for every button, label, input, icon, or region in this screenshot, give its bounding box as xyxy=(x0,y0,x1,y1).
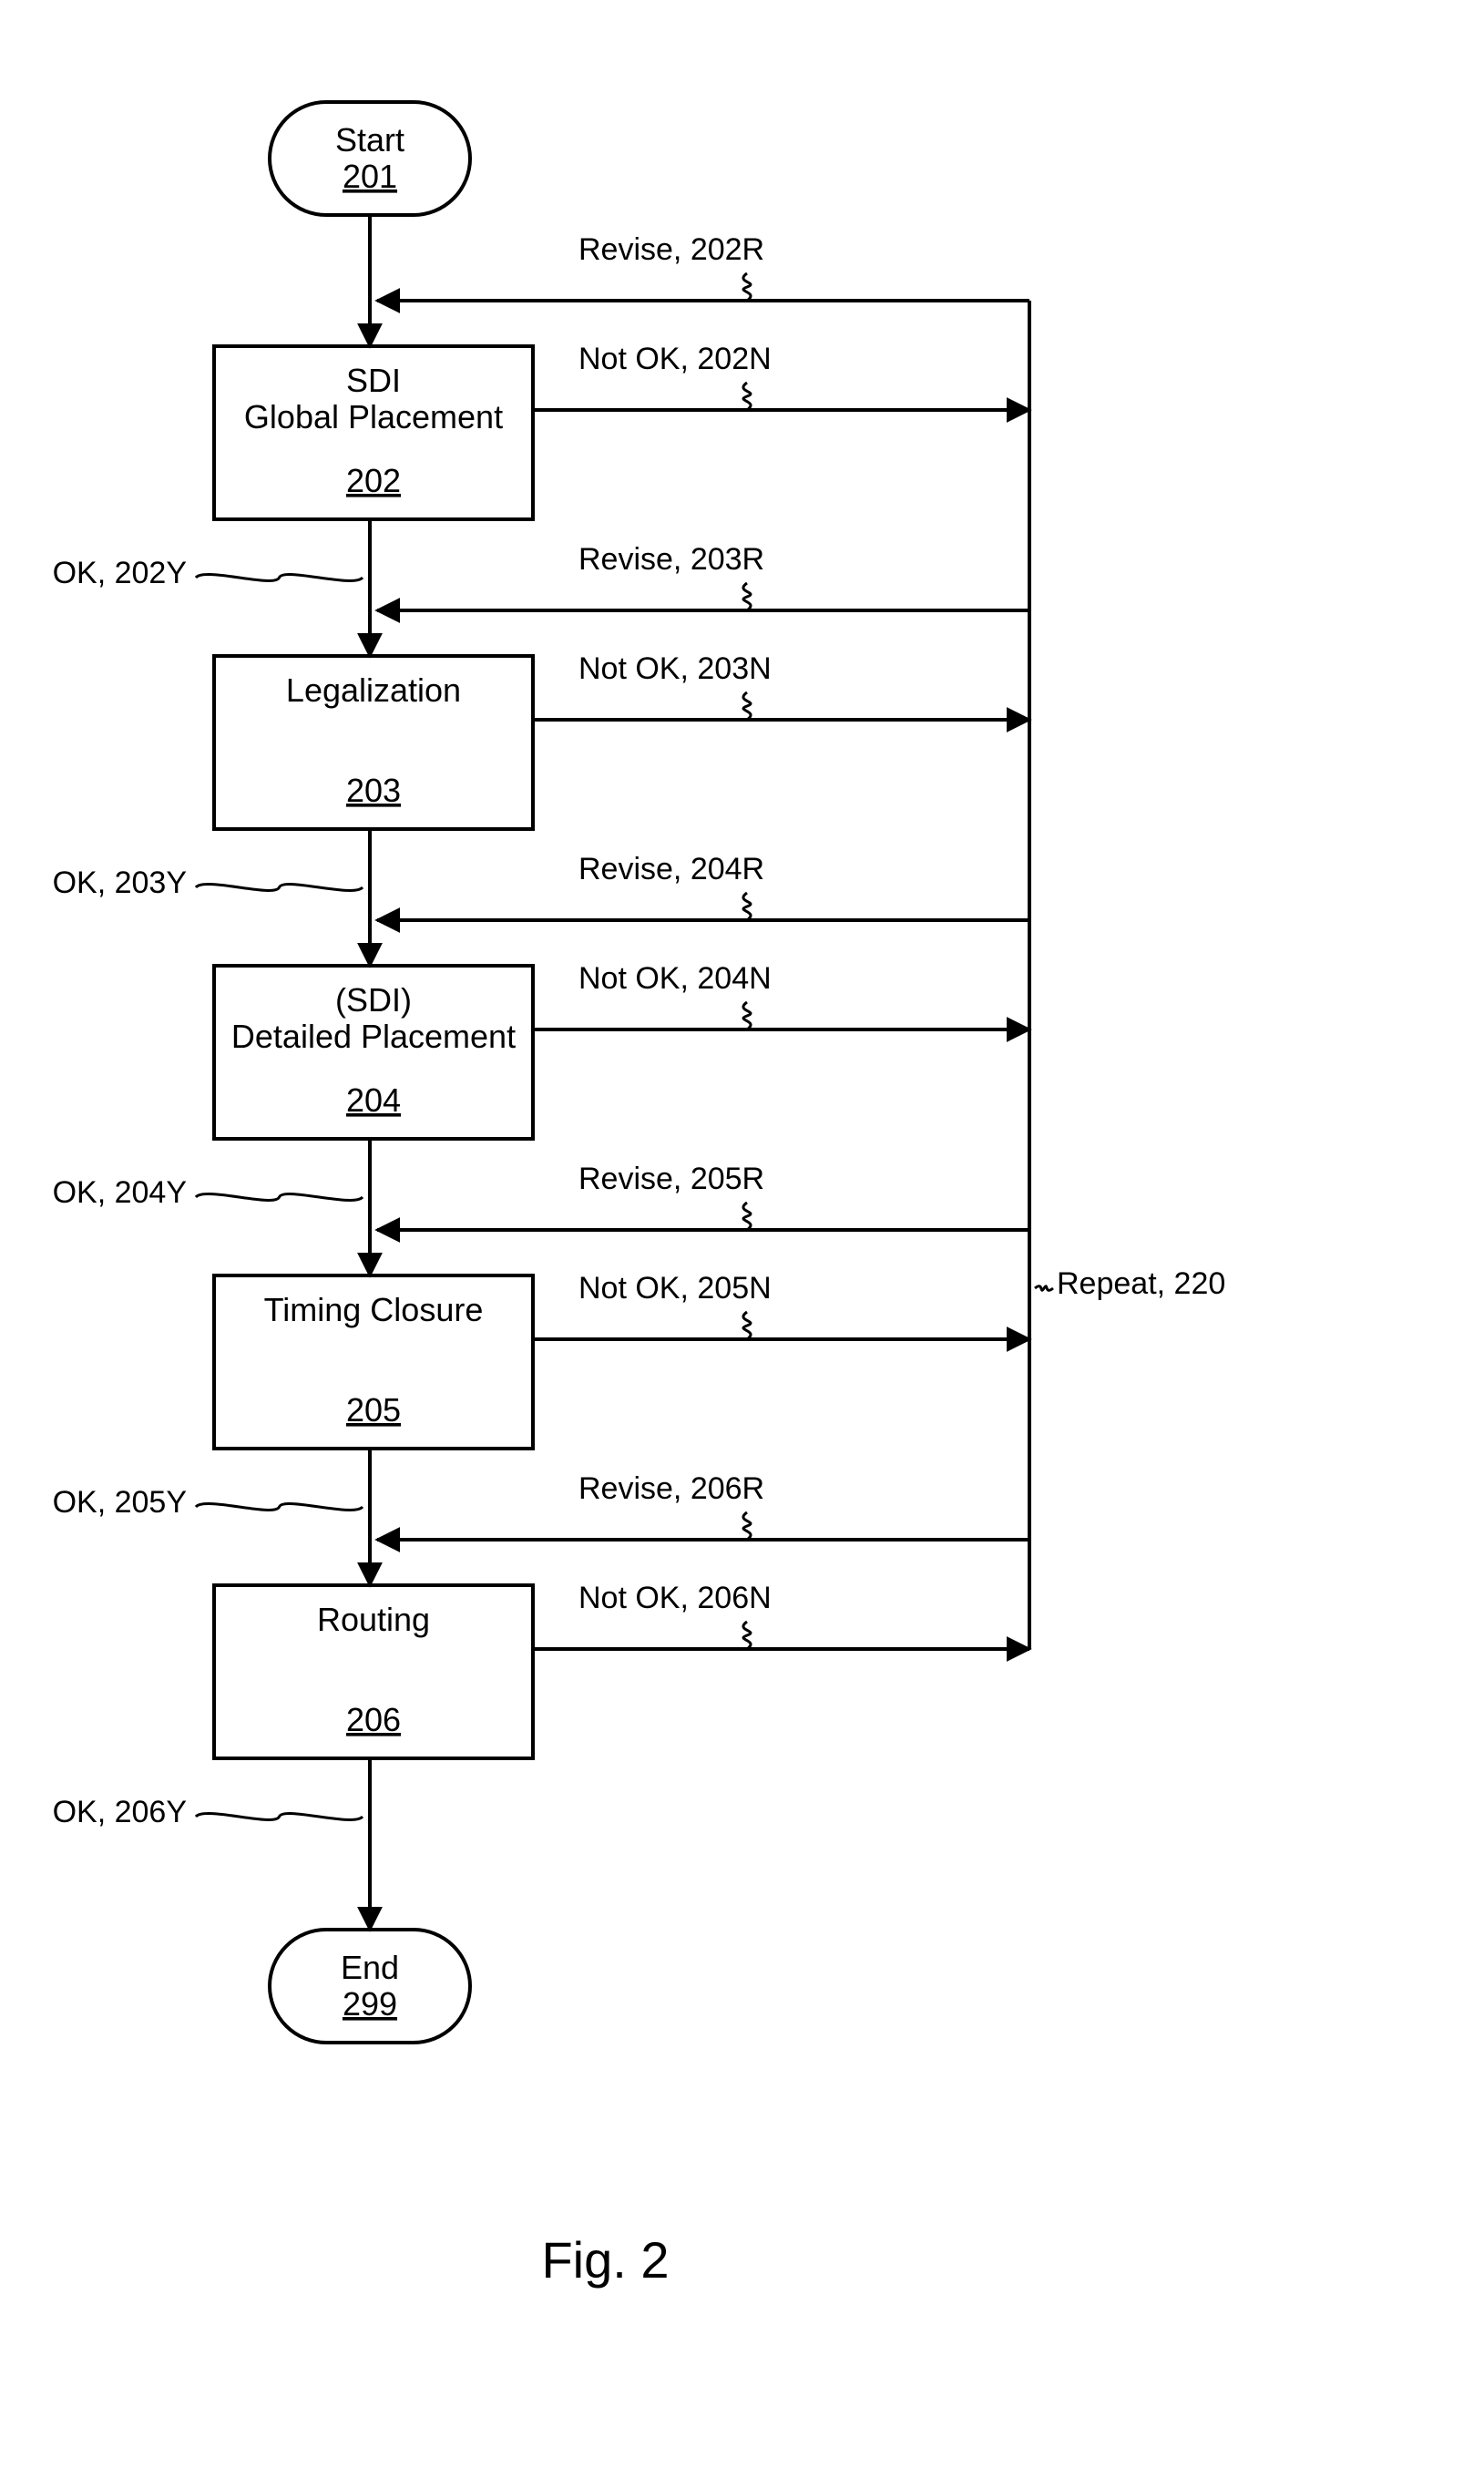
tick-ok-1 xyxy=(196,885,363,891)
tick-ok-2 xyxy=(196,1194,363,1201)
label-notok-4: Not OK, 206N xyxy=(578,1581,772,1615)
label-revise-2: Revise, 204R xyxy=(578,852,764,886)
tick-repeat xyxy=(1035,1286,1053,1291)
label-notok-2: Not OK, 204N xyxy=(578,961,772,996)
label-revise-0: Revise, 202R xyxy=(578,232,764,267)
process-box-3-title-0: Timing Closure xyxy=(264,1291,484,1328)
label-ok-3: OK, 205Y xyxy=(53,1485,187,1520)
label-revise-1: Revise, 203R xyxy=(578,542,764,577)
process-box-2-ref: 204 xyxy=(346,1081,401,1119)
process-box-4-title-0: Routing xyxy=(317,1601,430,1638)
label-ok-4: OK, 206Y xyxy=(53,1795,187,1829)
tick-notok-0 xyxy=(743,383,751,410)
process-box-0-title-1: Global Placement xyxy=(244,398,503,435)
label-ok-0: OK, 202Y xyxy=(53,556,187,590)
label-repeat: Repeat, 220 xyxy=(1057,1266,1225,1301)
tick-revise-0 xyxy=(743,273,751,301)
label-revise-3: Revise, 205R xyxy=(578,1162,764,1196)
start-terminal-label: Start xyxy=(335,121,404,159)
label-ok-1: OK, 203Y xyxy=(53,866,187,900)
label-notok-3: Not OK, 205N xyxy=(578,1271,772,1306)
process-box-4-ref: 206 xyxy=(346,1701,401,1738)
tick-notok-2 xyxy=(743,1002,751,1029)
tick-notok-1 xyxy=(743,692,751,720)
start-terminal-ref: 201 xyxy=(343,158,397,195)
tick-notok-3 xyxy=(743,1312,751,1339)
tick-ok-0 xyxy=(196,575,363,581)
label-revise-4: Revise, 206R xyxy=(578,1471,764,1506)
process-box-2-title-1: Detailed Placement xyxy=(231,1018,516,1055)
process-box-2-title-0: (SDI) xyxy=(335,981,412,1019)
process-box-3-ref: 205 xyxy=(346,1391,401,1429)
figure-label: Fig. 2 xyxy=(541,2231,669,2289)
tick-revise-1 xyxy=(743,583,751,610)
end-terminal-label: End xyxy=(341,1949,399,1986)
tick-revise-4 xyxy=(743,1512,751,1540)
tick-ok-3 xyxy=(196,1504,363,1511)
end-terminal-ref: 299 xyxy=(343,1985,397,2023)
tick-revise-2 xyxy=(743,893,751,920)
process-box-0-title-0: SDI xyxy=(346,362,401,399)
tick-ok-4 xyxy=(196,1814,363,1820)
process-box-0-ref: 202 xyxy=(346,462,401,499)
tick-notok-4 xyxy=(743,1622,751,1649)
label-notok-1: Not OK, 203N xyxy=(578,651,772,686)
process-box-1-ref: 203 xyxy=(346,772,401,809)
label-ok-2: OK, 204Y xyxy=(53,1175,187,1210)
tick-revise-3 xyxy=(743,1203,751,1230)
label-notok-0: Not OK, 202N xyxy=(578,342,772,376)
process-box-1-title-0: Legalization xyxy=(286,671,461,709)
